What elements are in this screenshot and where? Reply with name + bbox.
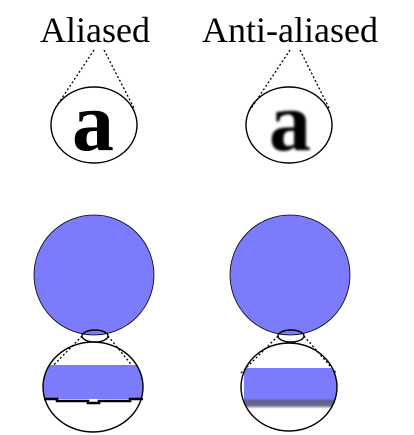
zoom-leader-line [239, 335, 279, 375]
aliased-circle-zoom [33, 214, 155, 433]
zoom-leader-line [44, 335, 83, 375]
anti-aliased-label: Anti-aliased [202, 10, 378, 50]
aliased-circle [33, 214, 155, 336]
zoom-leader-line [103, 49, 136, 111]
magnified-edge-fill [244, 368, 337, 402]
aliased-glyph-zoom: a [50, 49, 138, 169]
aliased-label: Aliased [40, 10, 150, 50]
magnifier-lens [50, 86, 138, 164]
stepped-edge [44, 397, 143, 405]
anti-aliased-glyph-zoom: a [245, 49, 333, 169]
aliased-glyph: a [72, 76, 114, 169]
anti-aliased-glyph: a [269, 76, 311, 169]
magnifier-lens [245, 86, 333, 164]
anti-aliased-circle [229, 214, 351, 336]
smooth-edge [244, 400, 337, 407]
zoom-leader-line [299, 49, 331, 111]
magnifier-lens [240, 342, 338, 432]
magnified-edge-fill [43, 365, 143, 399]
anti-aliased-circle-zoom [229, 214, 351, 432]
magnifier-lens [42, 341, 144, 433]
